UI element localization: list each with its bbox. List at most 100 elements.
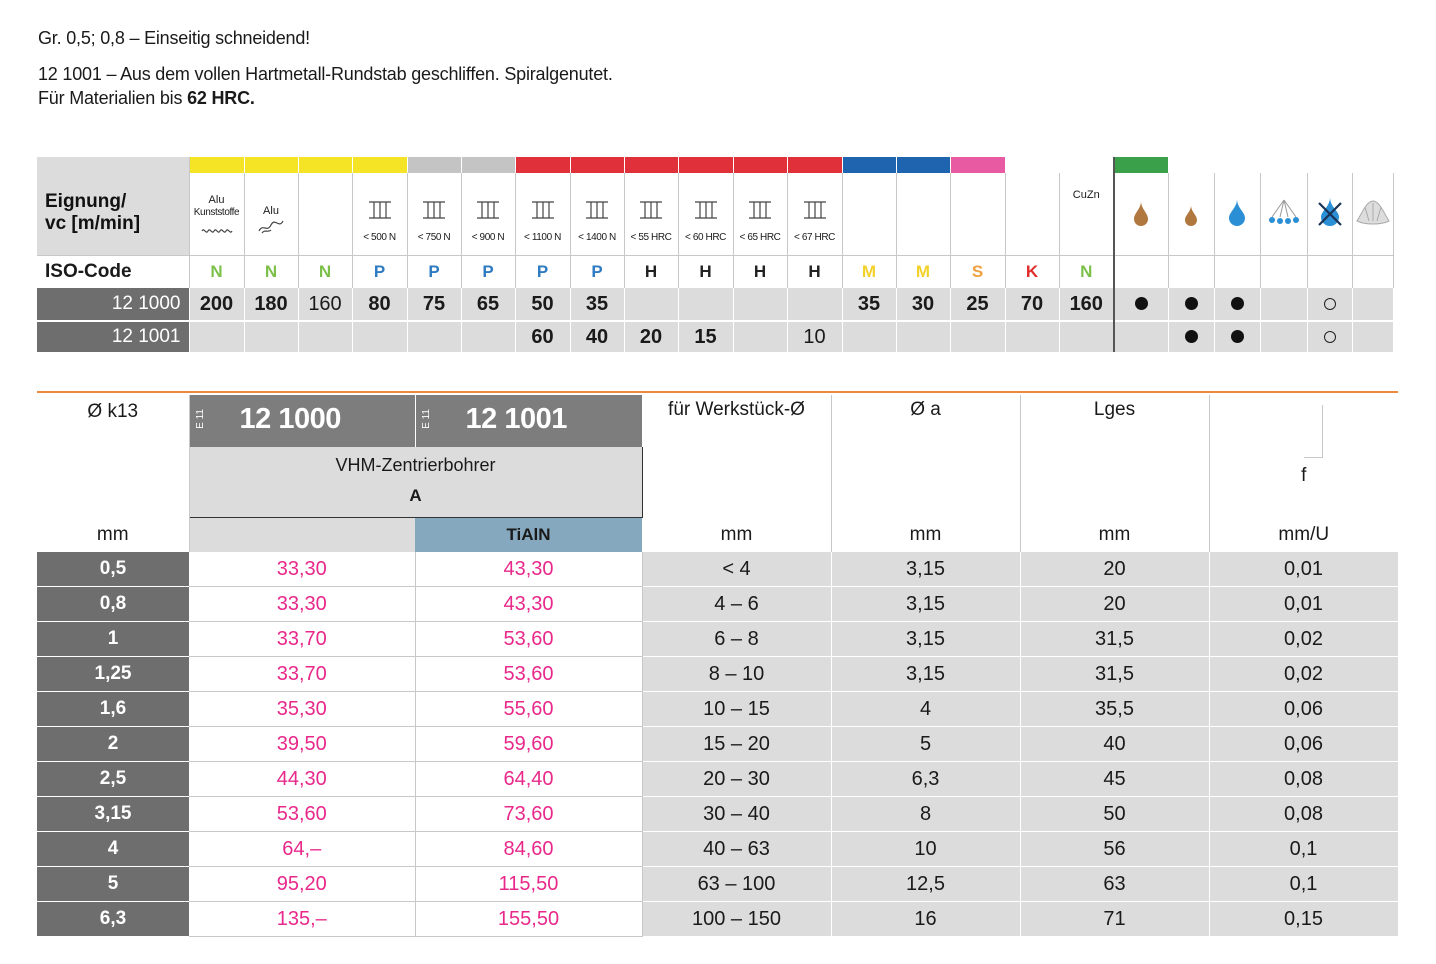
cutting-speed-value: 35	[570, 288, 625, 321]
suitable-dot-icon	[1168, 288, 1215, 321]
iso-code: P	[570, 255, 625, 288]
material-sub: < 65 HRC	[739, 232, 781, 243]
feed-cell: 0,01	[1209, 552, 1399, 587]
table-row: 5 95,20 115,50 63 – 100 12,5 63 0,1	[37, 866, 1399, 902]
col-feed-label: f	[1301, 465, 1307, 486]
suitability-row-label: 12 1001	[37, 320, 190, 352]
price-121001-cell: 43,30	[415, 552, 643, 587]
material-color-swatch	[896, 157, 951, 173]
table-row: 1,25 33,70 53,60 8 – 10 3,15 31,5 0,02	[37, 656, 1399, 692]
col-a-unit: mm	[909, 524, 942, 545]
cutting-speed-value: 50	[515, 288, 571, 321]
total-length-cell: 63	[1020, 866, 1210, 902]
col-diameter-unit: mm	[96, 524, 129, 545]
price-121001-cell: 53,60	[415, 656, 643, 692]
table-row: 6,3 135,– 155,50 100 – 150 16 71 0,15	[37, 901, 1399, 937]
material-color-swatch	[189, 157, 245, 173]
material-sub: < 67 HRC	[794, 232, 835, 243]
material-header-col-11: < 67 HRC	[787, 173, 843, 256]
suitability-label-bottom: vc [m/min]	[45, 213, 141, 234]
oil-drop-icon	[1132, 199, 1150, 233]
material-header-col-10: < 65 HRC	[733, 173, 788, 256]
diameter-cell: 4	[37, 831, 189, 867]
table-row: 2 39,50 59,60 15 – 20 5 40 0,06	[37, 726, 1399, 762]
material-color-swatch	[1260, 157, 1308, 173]
price-121001-cell: 64,40	[415, 761, 643, 797]
cutting-speed-value: 30	[896, 288, 951, 321]
suitability-table: Eignung/vc [m/min] Alu Kunststoffe Alu < 50…	[37, 157, 1394, 352]
material-color-swatch	[1168, 157, 1215, 173]
suitable-dot-icon	[1113, 288, 1169, 321]
price-121000-cell: 39,50	[189, 726, 416, 762]
material-icon-row: Alu Kunststoffe Alu < 500 N < 750 N < 900 N < …	[37, 173, 1394, 256]
workpiece-range-cell: 10 – 15	[642, 691, 832, 727]
table-row: 2,5 44,30 64,40 20 – 30 6,3 45 0,08	[37, 761, 1399, 797]
material-header-col-21	[1307, 173, 1353, 256]
cutting-speed-value	[1059, 320, 1115, 352]
material-color-swatch	[352, 157, 408, 173]
table-row: 0,8 33,30 43,30 4 – 6 3,15 20 0,01	[37, 586, 1399, 622]
total-length-cell: 20	[1020, 586, 1210, 622]
material-sub: < 1100 N	[524, 232, 561, 243]
iso-code: M	[842, 255, 897, 288]
cutting-speed-value	[787, 288, 843, 321]
price-121001-cell: 115,50	[415, 866, 643, 902]
cutting-speed-value: 35	[842, 288, 897, 321]
price-121000-cell: 64,–	[189, 831, 416, 867]
cutting-speed-value: 180	[244, 288, 299, 321]
conditional-ring-icon	[1307, 320, 1353, 352]
total-length-cell: 71	[1020, 901, 1210, 937]
air-blast-icon	[1353, 197, 1393, 233]
workpiece-range-cell: 30 – 40	[642, 796, 832, 832]
col-length-header: Lges mm	[1020, 395, 1210, 552]
feed-cell: 0,01	[1209, 586, 1399, 622]
material-color-swatch	[624, 157, 679, 173]
suitability-row-121001: 12 1001 60 40 20 15 10	[37, 320, 1394, 352]
cutting-speed-value: 80	[352, 288, 408, 321]
cutting-speed-value: 65	[461, 288, 516, 321]
total-length-cell: 20	[1020, 552, 1210, 587]
total-length-cell: 56	[1020, 831, 1210, 867]
material-header-col-8: < 55 HRC	[624, 173, 679, 256]
workpiece-range-cell: 4 – 6	[642, 586, 832, 622]
suitable-dot-icon	[1214, 288, 1261, 321]
material-color-swatch	[1352, 157, 1394, 173]
suitability-row-121000: 12 1000 200 180 160 80 75 65 50 35 35 30 25 70 160	[37, 288, 1394, 321]
material-header-col-2	[298, 173, 353, 256]
prod-121000-number: 12 1000	[239, 403, 342, 435]
material-color-swatch	[570, 157, 625, 173]
cutting-speed-value	[244, 320, 299, 352]
material-sub: < 750 N	[417, 232, 451, 243]
material-header-col-19	[1214, 173, 1261, 256]
material-name: Alu	[208, 194, 225, 206]
total-length-cell: 31,5	[1020, 656, 1210, 692]
material-color-swatch	[787, 157, 843, 173]
price-121000-cell: 33,30	[189, 552, 416, 587]
price-121001-cell: 73,60	[415, 796, 643, 832]
oil-drop-small-icon	[1183, 203, 1199, 233]
material-sub: < 1400 N	[578, 232, 616, 243]
material-header-col-9: < 60 HRC	[678, 173, 734, 256]
material-header-col-13	[896, 173, 951, 256]
cutting-speed-value: 15	[678, 320, 734, 352]
prod-121001-number: 12 1001	[465, 403, 568, 435]
dim-a-cell: 3,15	[831, 656, 1021, 692]
spray-mist-icon	[1264, 197, 1304, 233]
intro-note: Gr. 0,5; 0,8 – Einseitig schneidend!	[38, 28, 310, 48]
material-color-swatch	[515, 157, 571, 173]
material-header-col-18	[1168, 173, 1215, 256]
iso-code	[1307, 255, 1353, 288]
price-121001-cell: 59,60	[415, 726, 643, 762]
price-121001-cell: 43,30	[415, 586, 643, 622]
diameter-cell: 1,25	[37, 656, 189, 692]
material-sub: Kunststoffe	[193, 207, 240, 218]
cutting-speed-value	[1113, 320, 1169, 352]
cutting-speed-value	[896, 320, 951, 352]
material-header-col-12	[842, 173, 897, 256]
cutting-speed-value: 20	[624, 320, 679, 352]
price-121001-cell: 84,60	[415, 831, 643, 867]
iso-code: P	[407, 255, 462, 288]
material-name: Alu	[263, 205, 279, 217]
material-header-col-4: < 750 N	[407, 173, 462, 256]
price-121000-cell: 33,30	[189, 586, 416, 622]
